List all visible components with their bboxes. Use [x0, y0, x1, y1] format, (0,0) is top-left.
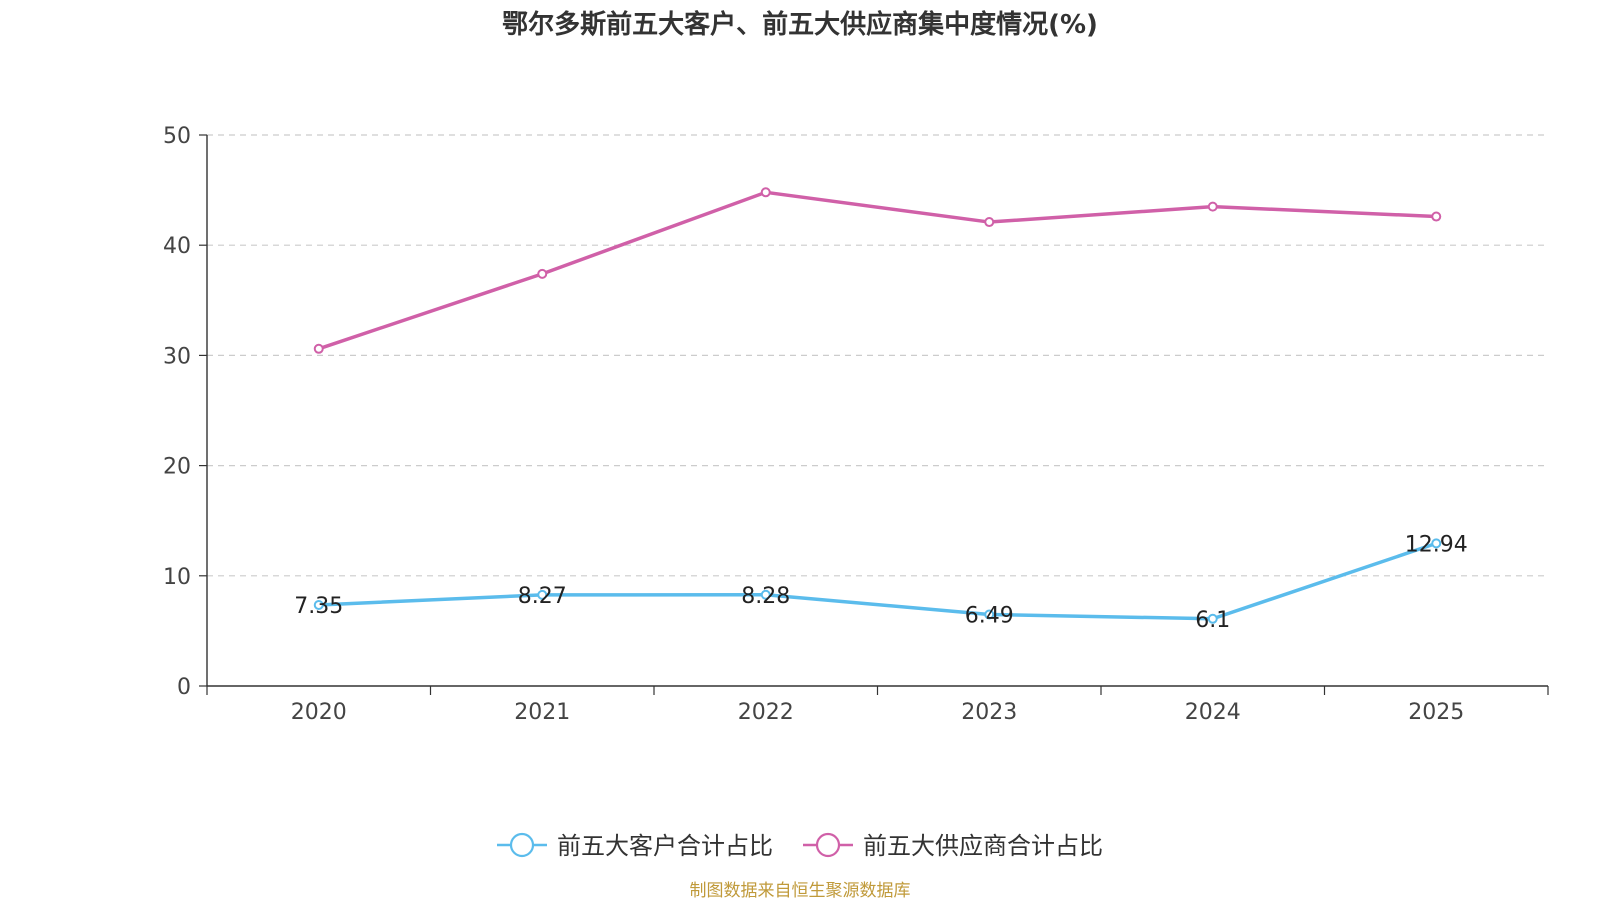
chart-title: 鄂尔多斯前五大客户、前五大供应商集中度情况(%) — [502, 10, 1098, 40]
legend-label: 前五大供应商合计占比 — [863, 832, 1103, 860]
data-point — [984, 217, 995, 228]
data-label: 8.27 — [518, 584, 567, 609]
y-tick-label: 20 — [163, 455, 191, 480]
data-point — [1207, 201, 1218, 212]
y-tick-label: 50 — [163, 124, 191, 149]
x-tick-label: 2022 — [738, 700, 794, 725]
x-tick-label: 2021 — [514, 700, 570, 725]
series-line — [318, 541, 1437, 621]
data-point — [1431, 538, 1442, 549]
data-point — [760, 589, 771, 600]
series-line — [318, 190, 1437, 351]
data-label: 6.49 — [965, 603, 1014, 628]
legend-label: 前五大客户合计占比 — [557, 832, 773, 860]
data-source-note: 制图数据来自恒生聚源数据库 — [689, 881, 911, 901]
y-tick-label: 40 — [163, 234, 191, 259]
y-tick-label: 0 — [177, 675, 191, 700]
y-tick-label: 30 — [163, 344, 191, 369]
y-tick-label: 10 — [163, 565, 191, 590]
series-group: 7.35 8.27 8.28 6.49 6.1 12.94 — [294, 187, 1468, 633]
x-tick-label: 2024 — [1185, 700, 1241, 725]
data-point — [1207, 613, 1218, 624]
data-point — [537, 268, 548, 279]
x-tick-label: 2023 — [961, 700, 1017, 725]
axes: 0 10 20 30 40 50 2020 2021 2022 2023 2024 2025 — [163, 124, 1549, 725]
data-label: 12.94 — [1405, 532, 1468, 557]
data-point — [313, 343, 324, 354]
legend-marker — [815, 832, 841, 858]
legend: 前五大客户合计占比 前五大供应商合计占比 — [497, 832, 1103, 860]
x-tick-label: 2020 — [291, 700, 347, 725]
grid-lines — [207, 134, 1548, 577]
legend-marker — [509, 832, 535, 858]
data-label: 8.28 — [741, 584, 790, 609]
data-label: 6.1 — [1195, 608, 1230, 633]
x-tick-label: 2025 — [1408, 700, 1464, 725]
data-point — [537, 589, 548, 600]
data-point — [984, 609, 995, 620]
data-point — [1431, 211, 1442, 222]
data-point — [313, 600, 324, 611]
data-point — [760, 187, 771, 198]
data-label: 7.35 — [294, 594, 343, 619]
